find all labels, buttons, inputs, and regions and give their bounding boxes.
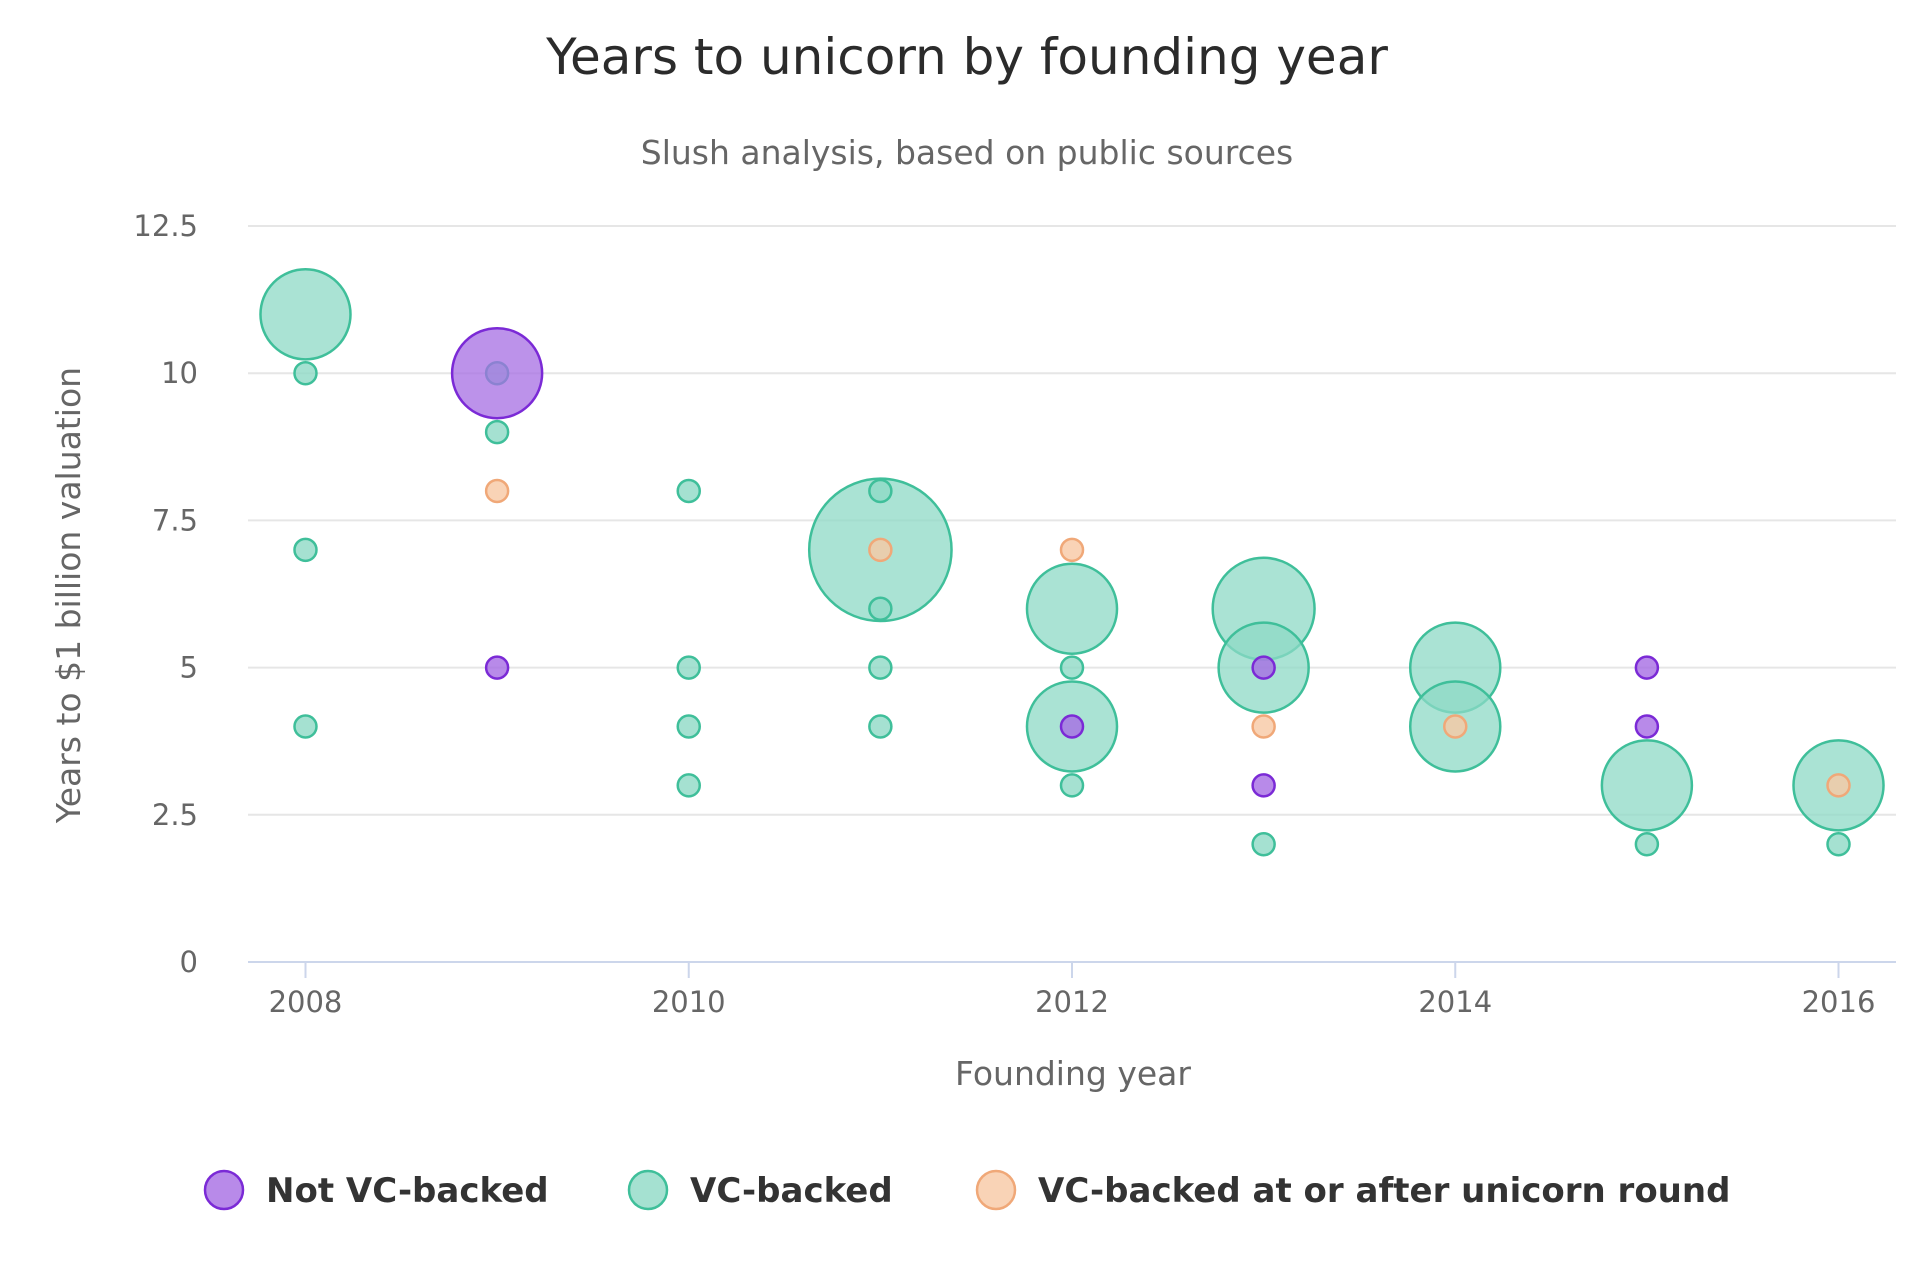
- point-vc-backed[interactable]: [293, 360, 318, 386]
- legend-label: VC-backed at or after unicorn round: [1038, 1171, 1730, 1211]
- point-vc-backed[interactable]: [676, 655, 701, 680]
- legend-marker: [627, 1169, 669, 1211]
- point-not-vc-backed[interactable]: [484, 655, 510, 680]
- point-vc-backed[interactable]: [676, 478, 701, 504]
- point-vc-backed[interactable]: [868, 478, 893, 504]
- point-not-vc-backed[interactable]: [450, 326, 544, 420]
- x-tick-label: 2014: [1418, 985, 1492, 1019]
- point-not-vc-backed[interactable]: [1634, 655, 1660, 680]
- y-tick-label: 7.5: [152, 503, 198, 537]
- legend-label: Not VC-backed: [266, 1171, 549, 1211]
- x-tick-label: 2008: [269, 985, 343, 1019]
- legend-marker: [203, 1169, 245, 1211]
- legend-item[interactable]: Not VC-backed: [203, 1169, 549, 1211]
- chart-title: Years to unicorn by founding year: [545, 28, 1388, 86]
- point-vc-backed[interactable]: [868, 714, 893, 739]
- y-tick-label: 12.5: [133, 209, 198, 243]
- point-vc-backed-at-or-after-unicorn-round[interactable]: [1826, 773, 1851, 798]
- point-vc-backed[interactable]: [1826, 831, 1851, 857]
- x-tick-label: 2016: [1802, 985, 1876, 1019]
- point-vc-backed-at-or-after-unicorn-round[interactable]: [1443, 714, 1468, 739]
- point-vc-backed-at-or-after-unicorn-round[interactable]: [1059, 537, 1085, 563]
- legend: Not VC-backed VC-backed VC-backed at or af…: [203, 1169, 1730, 1211]
- data-points: [259, 268, 1885, 857]
- point-not-vc-backed[interactable]: [1634, 714, 1660, 739]
- point-vc-backed[interactable]: [676, 773, 701, 798]
- point-vc-backed[interactable]: [1059, 655, 1085, 680]
- y-tick-label: 10: [161, 356, 198, 390]
- y-axis: 0 2.5 5 7.5 10 12.5: [133, 209, 198, 979]
- point-not-vc-backed[interactable]: [1251, 655, 1276, 680]
- point-vc-backed-at-or-after-unicorn-round[interactable]: [484, 478, 510, 504]
- point-vc-backed[interactable]: [1634, 831, 1660, 857]
- point-vc-backed[interactable]: [259, 268, 352, 361]
- legend-item[interactable]: VC-backed at or after unicorn round: [975, 1169, 1730, 1211]
- point-vc-backed[interactable]: [293, 714, 318, 739]
- chart-subtitle: Slush analysis, based on public sources: [641, 133, 1293, 172]
- point-vc-backed[interactable]: [676, 714, 701, 739]
- legend-label: VC-backed: [690, 1171, 893, 1211]
- x-tick-label: 2012: [1035, 985, 1109, 1019]
- x-tick-label: 2010: [652, 985, 726, 1019]
- point-vc-backed-at-or-after-unicorn-round[interactable]: [1251, 714, 1276, 739]
- point-vc-backed[interactable]: [1251, 831, 1276, 857]
- point-vc-backed[interactable]: [293, 537, 318, 563]
- legend-item[interactable]: VC-backed: [627, 1169, 893, 1211]
- y-tick-label: 2.5: [152, 798, 198, 832]
- point-not-vc-backed[interactable]: [1251, 773, 1276, 798]
- y-tick-label: 0: [180, 945, 198, 979]
- point-vc-backed[interactable]: [868, 596, 893, 621]
- legend-marker: [975, 1169, 1017, 1211]
- point-vc-backed[interactable]: [868, 655, 893, 680]
- point-vc-backed-at-or-after-unicorn-round[interactable]: [868, 537, 893, 563]
- y-tick-label: 5: [180, 651, 198, 685]
- point-vc-backed[interactable]: [484, 419, 510, 445]
- point-vc-backed[interactable]: [1059, 773, 1085, 798]
- y-axis-title: Years to $1 billion valuation: [49, 367, 88, 824]
- point-vc-backed[interactable]: [1600, 739, 1694, 832]
- point-not-vc-backed[interactable]: [1059, 714, 1085, 739]
- point-vc-backed[interactable]: [1025, 562, 1119, 655]
- x-axis: 2008 2010 2012 2014 2016: [248, 961, 1896, 1019]
- x-axis-title: Founding year: [955, 1054, 1191, 1093]
